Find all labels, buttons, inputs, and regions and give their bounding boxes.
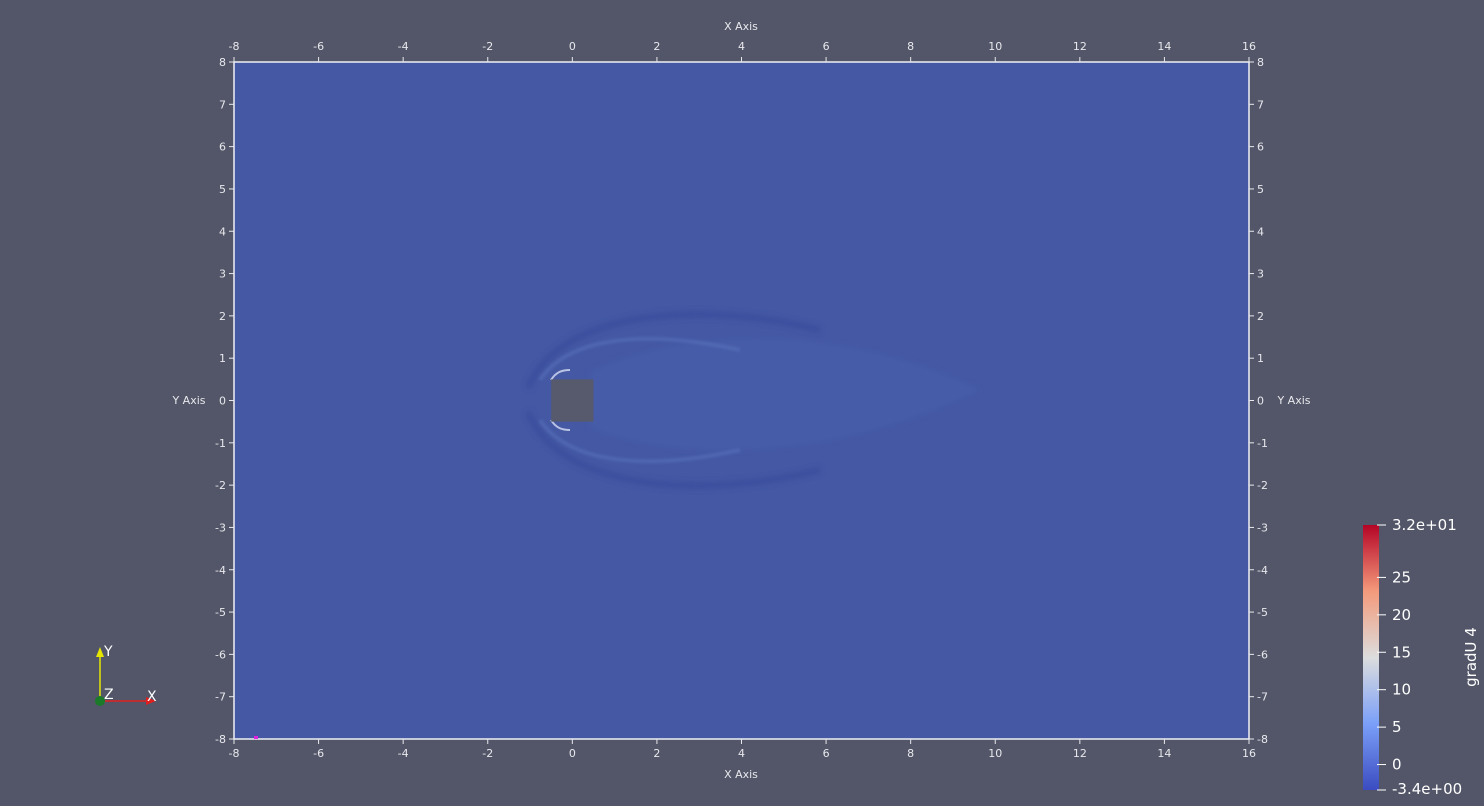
y-tick-right-label: -4 xyxy=(1257,564,1268,577)
x-tick-top-label: -6 xyxy=(313,40,324,53)
colorbar-min-label: -3.4e+00 xyxy=(1392,780,1462,798)
orientation-y-arrow-icon xyxy=(96,647,104,657)
leading-edge-highlight-lower xyxy=(550,419,571,431)
y-tick-left-label: 1 xyxy=(219,352,226,365)
orientation-y-label: Y xyxy=(103,644,113,660)
square-obstacle xyxy=(551,379,594,422)
y-tick-left-label: 5 xyxy=(219,183,226,196)
y-tick-left-label: -4 xyxy=(215,564,226,577)
x-tick-bottom-label: 0 xyxy=(569,747,576,760)
y-tick-left-label: 6 xyxy=(219,141,226,154)
x-tick-top-label: 14 xyxy=(1157,40,1171,53)
shear-layer-lower-outer xyxy=(525,410,821,489)
y-tick-left-label: -3 xyxy=(215,521,226,534)
orientation-z-label: Z xyxy=(104,687,114,703)
x-tick-top-label: 2 xyxy=(653,40,660,53)
colorbar-label: 15 xyxy=(1392,643,1411,661)
y-tick-left-label: -2 xyxy=(215,479,226,492)
x-tick-bottom-label: -6 xyxy=(313,747,324,760)
colorbar-max-label: 3.2e+01 xyxy=(1392,516,1457,534)
y-tick-right-label: -3 xyxy=(1257,521,1268,534)
colorbar-label: 10 xyxy=(1392,681,1411,699)
shear-layer-lower-inner xyxy=(538,418,741,464)
y-tick-left-label: -8 xyxy=(215,733,226,746)
colorbar-label: 0 xyxy=(1392,756,1402,774)
x-axis-title-top: X Axis xyxy=(724,20,758,33)
colorbar-title: gradU 4 xyxy=(1462,627,1480,687)
shear-layer-upper-outer xyxy=(525,311,821,390)
y-tick-right-label: -1 xyxy=(1257,437,1268,450)
colorbar-label: 20 xyxy=(1392,606,1411,624)
y-tick-right-label: 8 xyxy=(1257,56,1264,69)
y-tick-left-label: 8 xyxy=(219,56,226,69)
orientation-x-arrow-icon xyxy=(146,697,156,705)
colorbar-gradient xyxy=(1363,525,1379,790)
x-tick-bottom-label: 10 xyxy=(988,747,1002,760)
x-tick-top-label: 10 xyxy=(988,40,1002,53)
y-tick-left-label: 4 xyxy=(219,225,226,238)
colorbar-labels: 25 20 15 10 5 0 xyxy=(1377,568,1411,774)
y-tick-left-label: -5 xyxy=(215,606,226,619)
point-marker xyxy=(254,736,258,739)
y-tick-right-label: 2 xyxy=(1257,310,1264,323)
x-tick-top-label: 8 xyxy=(907,40,914,53)
leading-edge-highlight-upper xyxy=(550,369,571,381)
x-tick-top-label: 4 xyxy=(738,40,745,53)
x-tick-bottom-label: 16 xyxy=(1242,747,1256,760)
x-tick-bottom-label: 12 xyxy=(1073,747,1087,760)
y-tick-left-label: -7 xyxy=(215,691,226,704)
x-tick-top-label: -4 xyxy=(398,40,409,53)
orientation-axes-widget[interactable]: Y X Z xyxy=(95,644,157,706)
y-tick-right-label: 6 xyxy=(1257,141,1264,154)
orientation-x-label: X xyxy=(147,689,157,705)
y-tick-right-label: 4 xyxy=(1257,225,1264,238)
colorbar-label: 25 xyxy=(1392,568,1411,586)
y-tick-left-label: 0 xyxy=(219,395,226,408)
wake-band-light xyxy=(590,338,980,451)
x-tick-bottom-label: 14 xyxy=(1157,747,1171,760)
x-tick-bottom-label: -8 xyxy=(229,747,240,760)
y-tick-right-label: -2 xyxy=(1257,479,1268,492)
y-axis-title-right: Y Axis xyxy=(1276,394,1310,407)
x-tick-top-label: 12 xyxy=(1073,40,1087,53)
y-tick-right-label: 3 xyxy=(1257,268,1264,281)
y-tick-left-label: 3 xyxy=(219,268,226,281)
y-tick-right-label: -7 xyxy=(1257,691,1268,704)
x-tick-bottom-label: 2 xyxy=(653,747,660,760)
y-tick-right-label: 0 xyxy=(1257,395,1264,408)
x-tick-top-label: 0 xyxy=(569,40,576,53)
x-tick-bottom-label: -2 xyxy=(482,747,493,760)
y-tick-left-label: 2 xyxy=(219,310,226,323)
shear-layer-upper-inner xyxy=(538,336,741,382)
axis-ticks: -8-8-6-6-4-4-2-2002244668810101212141416… xyxy=(215,40,1268,760)
flow-structures xyxy=(525,311,980,489)
y-tick-right-label: 5 xyxy=(1257,183,1264,196)
x-tick-bottom-label: 6 xyxy=(823,747,830,760)
y-tick-left-label: 7 xyxy=(219,98,226,111)
x-tick-bottom-label: 4 xyxy=(738,747,745,760)
y-tick-right-label: -6 xyxy=(1257,648,1268,661)
x-tick-top-label: -2 xyxy=(482,40,493,53)
colorbar-label: 5 xyxy=(1392,718,1402,736)
y-axis-title-left: Y Axis xyxy=(171,394,205,407)
y-tick-left-label: -6 xyxy=(215,648,226,661)
orientation-z-axis-dot xyxy=(95,696,105,706)
color-legend[interactable]: 3.2e+01 -3.4e+00 25 20 15 10 5 0 gradU 4 xyxy=(1363,516,1480,798)
y-tick-right-label: -5 xyxy=(1257,606,1268,619)
x-tick-top-label: -8 xyxy=(229,40,240,53)
x-tick-bottom-label: -4 xyxy=(398,747,409,760)
x-tick-top-label: 16 xyxy=(1242,40,1256,53)
x-tick-top-label: 6 xyxy=(823,40,830,53)
x-axis-title-bottom: X Axis xyxy=(724,768,758,781)
y-tick-right-label: 7 xyxy=(1257,98,1264,111)
y-tick-left-label: -1 xyxy=(215,437,226,450)
x-tick-bottom-label: 8 xyxy=(907,747,914,760)
y-tick-right-label: -8 xyxy=(1257,733,1268,746)
y-tick-right-label: 1 xyxy=(1257,352,1264,365)
